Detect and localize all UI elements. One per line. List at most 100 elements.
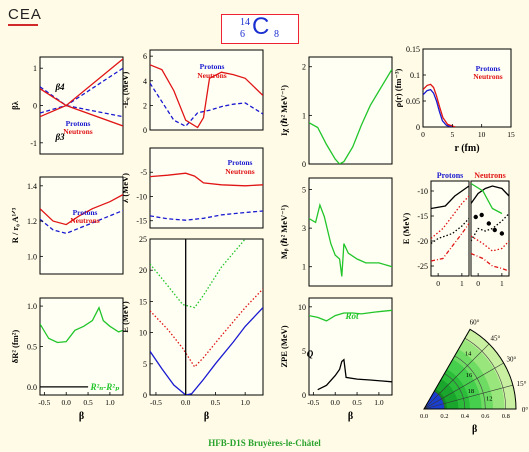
radial-tick-label: 0.2 [440,413,448,420]
series-level-3 [471,235,509,252]
x-tick-label: -0.5 [307,398,319,407]
cea-logo: CEA [8,6,42,23]
series-protons [423,88,453,127]
y-axis-label: Iχ (ℏ² MeV⁻¹) [279,85,289,136]
series-level-1 [431,185,469,210]
y-tick-label: -25 [417,262,428,271]
y-axis-label: βλ [10,100,20,109]
x-tick-label: 1.0 [240,398,250,407]
series-neutrons [150,172,263,187]
series-protons [150,82,263,128]
y-tick-label: -15 [136,217,147,226]
y-tick-label: 2 [302,63,306,72]
panel-frame [308,177,393,287]
contour-label: 18 [468,388,475,395]
x-tick-label: -0.5 [150,398,162,407]
y-tick-label: 10 [139,329,147,338]
y-tick-label: -10 [417,187,428,196]
panel-polar: 0° 15° 30° 45° 60° 0.0 0.2 0.4 0.6 0.8 14 16 18 12 β [420,319,528,435]
y-axis-label: E (MeV) [401,213,411,245]
y-tick-label: 1.2 [27,217,37,226]
y-tick-label: -20 [417,237,428,246]
annotation: β4 [54,82,65,92]
legend-entry: Neutrons [473,72,503,81]
x-tick-label: 0.0 [331,398,341,407]
cea-logo-underline [8,24,38,26]
occupied-level-marker [479,212,484,218]
annotation: R²ₙ-R²ₚ [89,382,120,392]
annotation: Q [307,349,314,359]
series-neutrons [150,64,263,129]
y-tick-label: 0.0 [27,383,37,392]
legend-entry: Neutrons [225,167,255,176]
legend-entry: Protons [476,64,501,73]
footer-caption: HFB-D1S Bruyères-le-Châtel [208,438,321,448]
panel-density: 0 0.05 0.1 0.15 0 5 10 15 r (fm) ρ(r) (fm⁻³) Proto… [393,45,515,154]
y-tick-label: 1 [302,263,306,272]
panel-title: Protons [437,171,464,180]
series-rot [309,309,392,322]
panel-frame [39,176,124,275]
y-axis-label: ρ(r) (fm⁻³) [393,68,403,107]
y-axis-label: E (MeV) [120,301,130,333]
series-level-2 [471,182,503,215]
y-tick-label: 5 [302,347,306,356]
occupied-level-marker [492,227,497,233]
x-tick-label: 0.5 [352,398,362,407]
x-tick-label: 10 [478,130,486,139]
y-tick-label: 1 [33,64,37,73]
x-tick-label: 0 [436,279,440,288]
series-quad [317,358,392,391]
occupied-level-marker [486,221,492,226]
series-excited-1 [150,288,263,368]
y-tick-label: 20 [139,266,147,275]
x-tick-label: -0.5 [38,398,50,407]
legend-entry: Protons [200,62,225,71]
series-level-occ [471,213,509,242]
legend-entry: Protons [73,208,98,217]
panel-frame [430,180,470,277]
y-tick-label: 1 [302,111,306,120]
contour-label: 16 [466,372,473,379]
angle-tick-label: 15° [517,380,527,388]
angle-grid [423,362,504,410]
contour-label: 14 [465,350,472,357]
nucleus-label: 14 6 C 8 [221,13,299,44]
y-tick-label: 1.0 [27,302,37,311]
y-tick-label: 0.05 [406,97,420,106]
x-tick-label: 5 [450,130,454,139]
series-protons [40,209,123,235]
y-tick-label: 0.5 [27,343,37,352]
panel-zpe: 0 5 10 -0.5 0.0 0.5 1.0 β ZPE (MeV) Rot Q [279,297,393,422]
x-tick-label: 1 [460,279,464,288]
series-neutrons [40,194,123,226]
y-tick-label: 0.15 [406,45,420,54]
radial-tick-label: 0.8 [502,413,510,420]
y-tick-label: 1.4 [27,182,37,191]
series-green [309,68,392,164]
y-tick-label: 0 [143,391,147,400]
series-level-2 [431,195,469,239]
series-green [40,306,123,344]
panel-frame [149,147,264,229]
annotation: Rot [344,311,359,321]
panel-frame [308,56,393,165]
x-axis-label: β [472,424,477,435]
y-tick-label: 15 [139,297,147,306]
panel-frame [470,180,510,277]
x-tick-label: 0.5 [211,398,221,407]
atomic-number: 6 [240,29,245,40]
x-tick-label: 0.5 [83,398,93,407]
x-tick-label: 1 [500,279,504,288]
mass-number: 14 [240,17,250,28]
y-axis-label: δR² (fm²) [10,330,20,364]
radial-tick-label: 0.6 [481,413,490,420]
x-axis-label: β [79,411,84,422]
panel-frame [149,238,264,396]
series-level-4 [471,252,509,272]
series-ground [150,307,263,395]
y-tick-label: 0.1 [410,71,420,80]
series-green [309,202,392,277]
